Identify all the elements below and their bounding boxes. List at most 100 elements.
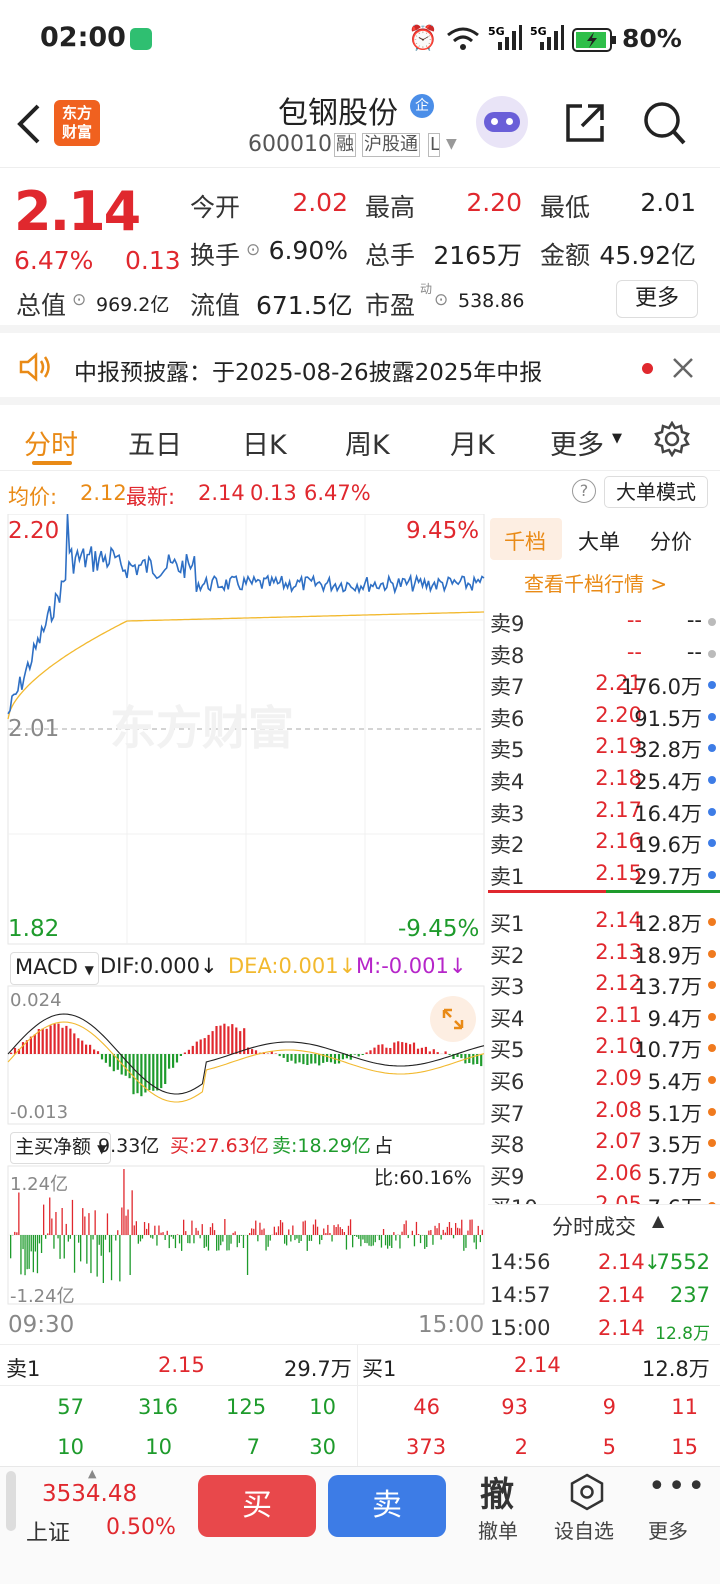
- sell-level-row[interactable]: 卖4 2.18 25.4万: [488, 764, 720, 795]
- flow-bar: [189, 1235, 191, 1244]
- close-icon[interactable]: [672, 357, 694, 379]
- flow-bar: [364, 1235, 366, 1243]
- sell-level-price: 2.15: [595, 860, 642, 885]
- pe-info-icon[interactable]: ⊙: [434, 290, 449, 310]
- flow-bar: [119, 1235, 121, 1282]
- book-tab-price[interactable]: 分价: [650, 530, 692, 554]
- battery-icon: [572, 28, 616, 52]
- market-cap-value: 969.2亿: [96, 294, 170, 316]
- buy-queue-cell: 93: [501, 1395, 528, 1419]
- flow-bar: [405, 1220, 407, 1235]
- buy-button[interactable]: 买: [198, 1475, 316, 1537]
- index-expand-icon[interactable]: ▲: [88, 1467, 97, 1480]
- flow-bar: [172, 1235, 174, 1239]
- tab-daily-k[interactable]: 日K: [242, 430, 287, 461]
- buy-level-row[interactable]: 买9 2.06 5.7万: [488, 1159, 720, 1190]
- flow-bar: [51, 1218, 53, 1235]
- money-flow-selector[interactable]: 主买净额 ▼: [10, 1132, 112, 1164]
- tab-five-day[interactable]: 五日: [128, 430, 182, 461]
- sell-level-volume: 29.7万: [634, 864, 702, 889]
- tab-weekly-k[interactable]: 周K: [345, 430, 390, 461]
- money-flow-net: 9.33亿: [98, 1135, 160, 1157]
- macd-bar: [112, 1054, 115, 1072]
- book-tab-active-bg: [490, 518, 562, 560]
- flow-bar: [288, 1229, 290, 1235]
- trades-header[interactable]: 分时成交 ▲: [488, 1204, 720, 1244]
- buy-level-volume: 12.8万: [634, 912, 702, 936]
- search-icon[interactable]: [642, 100, 688, 148]
- view-depth-link[interactable]: 查看千档行情 >: [524, 572, 668, 596]
- notice-banner[interactable]: 中报预披露：于2025-08-26披露2025年中报: [0, 333, 720, 405]
- buy-level-row[interactable]: 买8 2.07 3.5万: [488, 1127, 720, 1158]
- macd-bar: [49, 1025, 52, 1054]
- cancel-order-button[interactable]: 撤 撤单: [466, 1467, 538, 1547]
- money-flow-buy: 买:27.63亿: [170, 1135, 269, 1157]
- flow-bar: [67, 1235, 69, 1242]
- index-drawer-handle[interactable]: [6, 1471, 16, 1531]
- flow-bar: [94, 1210, 96, 1235]
- sell-level-row[interactable]: 卖9 -- --: [488, 606, 720, 637]
- sell-level-row[interactable]: 卖3 2.17 16.4万: [488, 796, 720, 827]
- flow-bar: [391, 1235, 393, 1248]
- flow-bar: [249, 1233, 251, 1235]
- intraday-chart-svg[interactable]: [0, 514, 488, 1344]
- sell-level-row[interactable]: 卖2 2.16 19.6万: [488, 827, 720, 858]
- time-start-label: 09:30: [8, 1312, 75, 1338]
- macd-bar: [393, 1042, 396, 1054]
- turnover-info-icon[interactable]: ⊙: [246, 240, 261, 260]
- flow-bar: [20, 1235, 22, 1275]
- tag-margin: 融: [334, 133, 356, 157]
- flow-bar: [403, 1224, 405, 1235]
- big-order-mode-button[interactable]: 大单模式: [604, 476, 708, 508]
- more-button[interactable]: ••• 更多: [640, 1467, 706, 1547]
- tag-dropdown-icon[interactable]: ▼: [446, 136, 457, 152]
- sell-level-row[interactable]: 卖5 2.19 32.8万: [488, 732, 720, 763]
- sell-level-row[interactable]: 卖6 2.20 91.5万: [488, 701, 720, 732]
- help-icon[interactable]: ?: [572, 479, 596, 503]
- buy-level-row[interactable]: 买10 2.05 7.6万: [488, 1190, 720, 1204]
- market-cap-info-icon[interactable]: ⊙: [72, 290, 87, 310]
- macd-selector[interactable]: MACD ▼: [10, 952, 99, 985]
- flow-bar: [211, 1223, 214, 1235]
- buy-level-row[interactable]: 买6 2.09 5.4万: [488, 1064, 720, 1095]
- flow-bar: [269, 1235, 271, 1241]
- status-bar: 02:00 ⏰ 5G 5G 80%: [0, 0, 720, 80]
- sell-button[interactable]: 卖: [328, 1475, 446, 1537]
- index-value[interactable]: 3534.48: [42, 1481, 138, 1507]
- add-watchlist-button[interactable]: 设自选: [548, 1467, 624, 1547]
- ai-assistant-avatar[interactable]: [476, 96, 528, 148]
- sell-level-row[interactable]: 卖8 -- --: [488, 638, 720, 669]
- latest-label: 最新:: [126, 485, 176, 509]
- flow-bar: [49, 1197, 51, 1235]
- back-arrow-icon[interactable]: [14, 102, 44, 146]
- book-tab-big-order[interactable]: 大单: [578, 530, 620, 554]
- macd-bar: [73, 1033, 76, 1054]
- more-quote-button[interactable]: 更多: [616, 280, 698, 318]
- flow-bar: [399, 1235, 401, 1249]
- macd-bar: [93, 1049, 96, 1054]
- buy-level-row[interactable]: 买5 2.10 10.7万: [488, 1032, 720, 1063]
- settings-gear-icon[interactable]: [654, 421, 690, 457]
- buy-level-row[interactable]: 买2 2.13 18.9万: [488, 938, 720, 969]
- tab-monthly-k[interactable]: 月K: [450, 430, 495, 461]
- book-tab-depth[interactable]: 千档: [504, 530, 546, 554]
- sell-queue-cell: 57: [57, 1395, 84, 1419]
- share-icon[interactable]: [562, 100, 608, 146]
- flow-bar: [284, 1235, 286, 1244]
- buy-level-row[interactable]: 买1 2.14 12.8万: [488, 906, 720, 937]
- flow-bar: [444, 1232, 446, 1235]
- expand-chart-icon[interactable]: [430, 996, 476, 1042]
- buy-level-row[interactable]: 买3 2.12 13.7万: [488, 969, 720, 1000]
- buy-level-row[interactable]: 买7 2.08 5.1万: [488, 1096, 720, 1127]
- sell-level-row[interactable]: 卖1 2.15 29.7万: [488, 859, 720, 890]
- intraday-chart-area[interactable]: 东方财富 2.20 9.45% 2.01 1.82 -9.45% MACD ▼ …: [0, 514, 488, 1344]
- macd-bar: [53, 1023, 56, 1054]
- macd-bar: [89, 1044, 92, 1054]
- tab-intraday[interactable]: 分时: [24, 430, 78, 461]
- eastmoney-logo[interactable]: 东方 财富: [54, 100, 100, 146]
- macd-bar: [81, 1040, 84, 1054]
- tab-more[interactable]: 更多: [550, 430, 604, 461]
- sell-level-row[interactable]: 卖7 2.21 176.0万: [488, 669, 720, 700]
- flow-bar: [366, 1235, 368, 1244]
- buy-level-row[interactable]: 买4 2.11 9.4万: [488, 1001, 720, 1032]
